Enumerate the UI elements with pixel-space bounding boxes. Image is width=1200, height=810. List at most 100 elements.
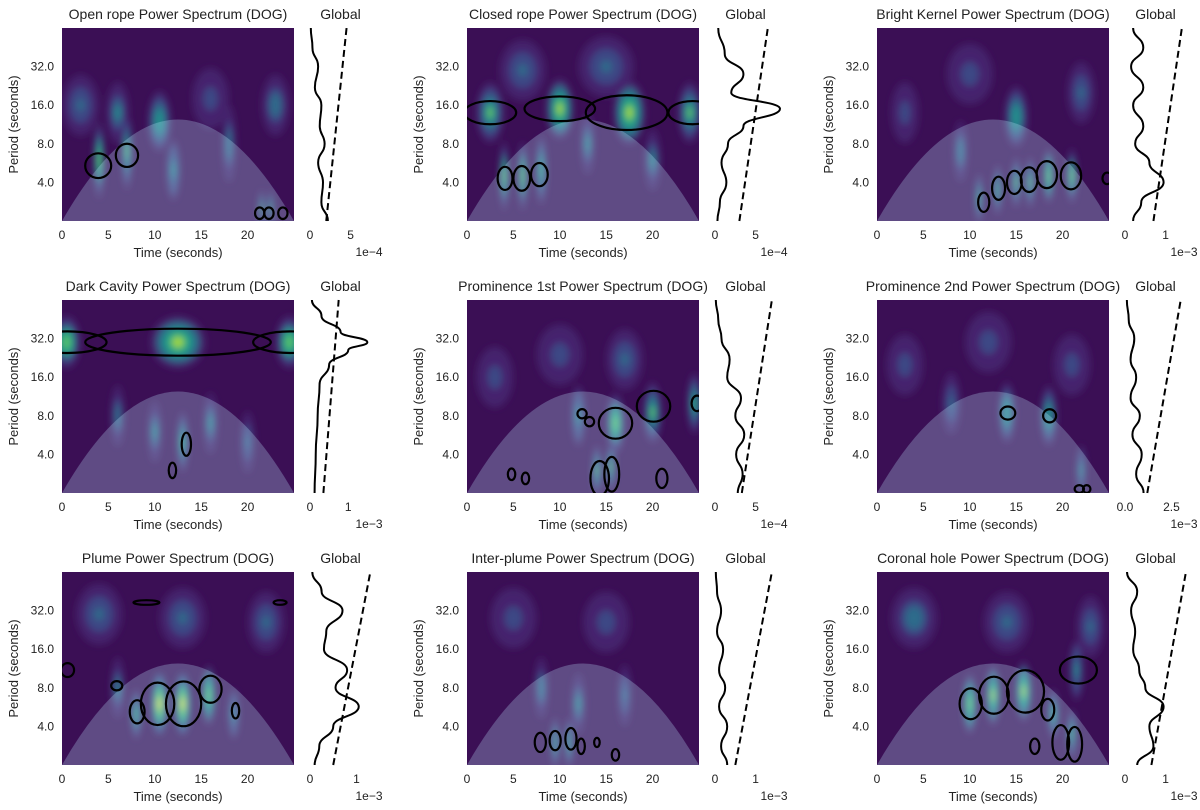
significance-contour: [164, 680, 203, 728]
x-tick-label: 0: [874, 228, 881, 242]
global-title: Global: [320, 550, 360, 566]
significance-contour: [132, 599, 161, 606]
power-blob: [586, 137, 590, 150]
significance-contour: [583, 415, 596, 428]
y-tick-label: 8.0: [442, 681, 459, 695]
power-blob: [246, 435, 249, 449]
subplot-9: Coronal hole Power Spectrum (DOG)0 5 10 15 2…: [821, 550, 1198, 804]
plot-title: Inter-plume Power Spectrum (DOG): [471, 550, 694, 566]
significance-contour: [548, 729, 562, 752]
global-title: Global: [320, 6, 360, 22]
y-tick-label: 8.0: [852, 409, 869, 423]
cone-of-influence: [467, 663, 699, 765]
x-tick-label: 10: [148, 500, 162, 514]
significance-contour: [1058, 655, 1099, 685]
significance-contour: [1035, 160, 1059, 190]
significance-contour: [1051, 723, 1071, 761]
plot-title: Prominence 1st Power Spectrum (DOG): [458, 278, 708, 294]
power-blob: [965, 67, 975, 81]
significance-contour: [84, 327, 272, 357]
power-blobs: [490, 587, 632, 765]
power-blob: [557, 102, 563, 115]
power-blob: [623, 689, 627, 702]
global-exponent-label: 1e−3: [1170, 789, 1197, 803]
y-tick-label: 8.0: [852, 681, 869, 695]
x-tick-label: 10: [963, 228, 977, 242]
power-blob: [63, 336, 70, 348]
y-axis-label: Period (seconds): [411, 619, 426, 717]
power-blob: [1047, 170, 1050, 182]
power-blob: [116, 409, 120, 422]
significance-contour: [180, 431, 193, 457]
subplot-3: Bright Kernel Power Spectrum (DOG)0 5 10 15…: [821, 6, 1198, 260]
power-heatmap: [877, 28, 1109, 221]
significance-contour: [1066, 725, 1084, 763]
power-blob: [98, 152, 101, 168]
power-blob: [1080, 465, 1083, 476]
significance-contour: [1042, 408, 1058, 424]
power-blob: [555, 348, 565, 361]
power-blob: [991, 689, 995, 702]
significance-contour: [263, 206, 275, 221]
significance-contour: [655, 467, 669, 490]
power-blob: [901, 358, 909, 371]
power-blob: [968, 697, 972, 710]
x-axis-label: Time (seconds): [538, 245, 627, 260]
significance-contour: [252, 330, 294, 355]
y-tick-label: 8.0: [37, 409, 54, 423]
y-tick-label: 16.0: [436, 642, 460, 656]
x-tick-label: 20: [1056, 500, 1070, 514]
global-power-curve: [714, 299, 746, 494]
power-blob: [135, 708, 138, 720]
power-blob: [207, 689, 211, 702]
power-blob: [1070, 170, 1073, 182]
x-tick-label: 0: [874, 500, 881, 514]
significance-contour: [114, 142, 140, 169]
global-power-curve: [311, 571, 360, 766]
x-tick-label: 5: [105, 772, 112, 786]
global-x-tick-label: 5: [752, 228, 759, 242]
x-tick-label: 5: [510, 772, 517, 786]
x-tick-label: 10: [963, 772, 977, 786]
power-blob: [227, 136, 231, 152]
significance-level-line: [734, 571, 773, 766]
power-blob: [272, 99, 279, 112]
x-tick-label: 20: [241, 500, 255, 514]
x-tick-label: 20: [646, 500, 660, 514]
global-x-tick-label: 5: [752, 500, 759, 514]
power-blob: [157, 697, 162, 710]
global-x-tick-label: 0: [307, 500, 314, 514]
x-tick-label: 5: [510, 500, 517, 514]
power-blob: [902, 106, 908, 119]
significance-contour: [198, 674, 223, 704]
x-tick-label: 20: [1056, 772, 1070, 786]
y-tick-label: 16.0: [31, 642, 55, 656]
power-blob: [1070, 728, 1073, 739]
global-title: Global: [1135, 550, 1175, 566]
x-tick-label: 0: [464, 228, 471, 242]
power-blob: [115, 106, 120, 119]
x-axis-label: Time (seconds): [133, 517, 222, 532]
global-exponent-label: 1e−3: [1170, 245, 1197, 259]
plot-title: Open rope Power Spectrum (DOG): [69, 6, 288, 22]
power-blob: [508, 611, 519, 625]
x-tick-label: 5: [105, 228, 112, 242]
power-blob: [959, 145, 962, 158]
significance-contour: [597, 406, 634, 440]
x-tick-label: 5: [920, 228, 927, 242]
power-blob: [650, 406, 655, 419]
plot-title: Coronal hole Power Spectrum (DOG): [877, 550, 1109, 566]
plot-title: Plume Power Spectrum (DOG): [82, 550, 274, 566]
y-tick-label: 4.0: [852, 175, 869, 189]
significance-contour: [564, 726, 578, 751]
y-tick-label: 16.0: [436, 98, 460, 112]
power-blob: [206, 92, 215, 105]
y-tick-label: 16.0: [846, 642, 870, 656]
power-blob: [609, 461, 612, 472]
global-x-tick-label: 0.0: [1117, 500, 1134, 514]
x-tick-label: 15: [600, 772, 614, 786]
global-title: Global: [725, 278, 765, 294]
y-tick-label: 4.0: [442, 719, 459, 733]
significance-contour: [1081, 484, 1092, 493]
x-axis-label: Time (seconds): [538, 517, 627, 532]
